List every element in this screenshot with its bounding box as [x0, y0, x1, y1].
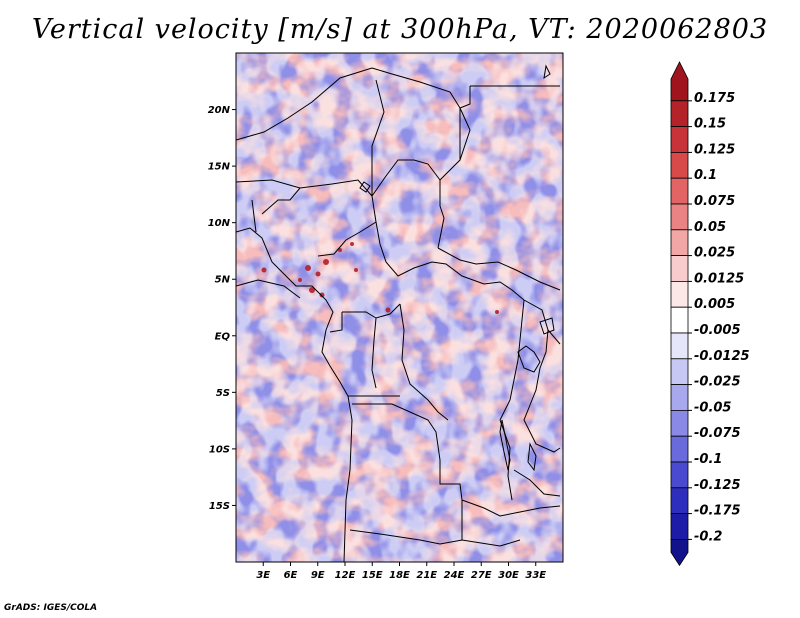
colorbar-label: 0.15 — [694, 117, 726, 132]
colorbar-swatch — [670, 306, 689, 334]
colorbar-swatch — [670, 151, 689, 179]
colorbar-swatch — [670, 487, 689, 514]
colorbar-label: -0.05 — [694, 400, 731, 415]
lat-tick-label: 15S — [209, 501, 230, 512]
colorbar-swatch — [670, 100, 689, 128]
lat-tick-label: 10N — [208, 218, 231, 229]
lat-tick-label: 5N — [215, 275, 231, 286]
colorbar-swatch — [670, 280, 689, 308]
colorbar-swatch — [670, 126, 689, 153]
colorbar-swatch — [670, 461, 689, 489]
country-borders — [236, 67, 561, 562]
colorbar-swatch — [670, 332, 689, 360]
colorbar-swatch — [670, 203, 689, 231]
lat-tick-label: EQ — [215, 331, 231, 342]
lon-tick-label: 27E — [471, 570, 492, 581]
colorbar: 0.175 0.15 0.125 0.1 0.075 0.05 0.025 0.0125 0.0… — [670, 61, 750, 567]
colorbar-label: -0.0125 — [694, 349, 750, 364]
colorbar-label: 0.125 — [694, 142, 735, 157]
colorbar-label: -0.2 — [694, 529, 722, 544]
lon-tick-label: 21E — [416, 570, 437, 581]
lon-tick-label: 6E — [284, 570, 298, 581]
lon-tick-label: 9E — [311, 570, 325, 581]
colorbar-swatch — [670, 358, 689, 385]
lakes — [359, 64, 555, 472]
colorbar-label: 0.0125 — [694, 271, 744, 286]
lat-tick-label: 5S — [216, 388, 230, 399]
strong-updraft-cells — [261, 242, 499, 314]
colorbar-swatch — [670, 384, 689, 411]
colorbar-label: -0.025 — [694, 375, 741, 390]
colorbar-label: 0.175 — [694, 91, 735, 106]
longitude-axis: 3E 6E 9E 12E 15E 18E 21E 24E 27E 30E 33E — [256, 562, 546, 581]
colorbar-label: -0.1 — [694, 452, 722, 467]
colorbar-label: 0.1 — [694, 168, 717, 183]
colorbar-label: 0.005 — [694, 297, 735, 312]
colorbar-swatch — [670, 513, 689, 540]
lat-tick-label: 20N — [208, 105, 231, 116]
colorbar-label: 0.025 — [694, 246, 735, 261]
map-title: Vertical velocity [m/s] at 300hPa, VT: 2… — [31, 14, 769, 45]
lon-tick-label: 30E — [498, 570, 519, 581]
colorbar-swatch — [670, 229, 689, 257]
colorbar-swatch — [670, 435, 689, 463]
latitude-axis: 20N 15N 10N 5N EQ 5S 10S 15S — [208, 105, 236, 512]
colorbar-label: -0.125 — [694, 478, 741, 493]
lon-tick-label: 15E — [362, 570, 383, 581]
colorbar-label: 0.075 — [694, 194, 735, 209]
lat-tick-label: 10S — [209, 444, 230, 455]
colorbar-swatch — [670, 255, 689, 282]
colorbar-swatch — [670, 61, 689, 102]
lon-tick-label: 3E — [256, 570, 270, 581]
colorbar-label: -0.175 — [694, 504, 741, 519]
velocity-field — [236, 53, 563, 562]
lon-tick-label: 12E — [335, 570, 356, 581]
colorbar-swatch — [670, 539, 689, 567]
colorbar-label: 0.05 — [694, 220, 726, 235]
lat-tick-label: 15N — [208, 162, 231, 173]
lon-tick-label: 24E — [444, 570, 465, 581]
colorbar-swatch — [670, 177, 689, 205]
lon-tick-label: 18E — [389, 570, 410, 581]
grads-credit: GrADS: IGES/COLA — [4, 603, 98, 613]
colorbar-label: -0.075 — [694, 426, 741, 441]
colorbar-label: -0.005 — [694, 323, 741, 338]
lon-tick-label: 33E — [525, 570, 546, 581]
colorbar-swatch — [670, 409, 689, 437]
